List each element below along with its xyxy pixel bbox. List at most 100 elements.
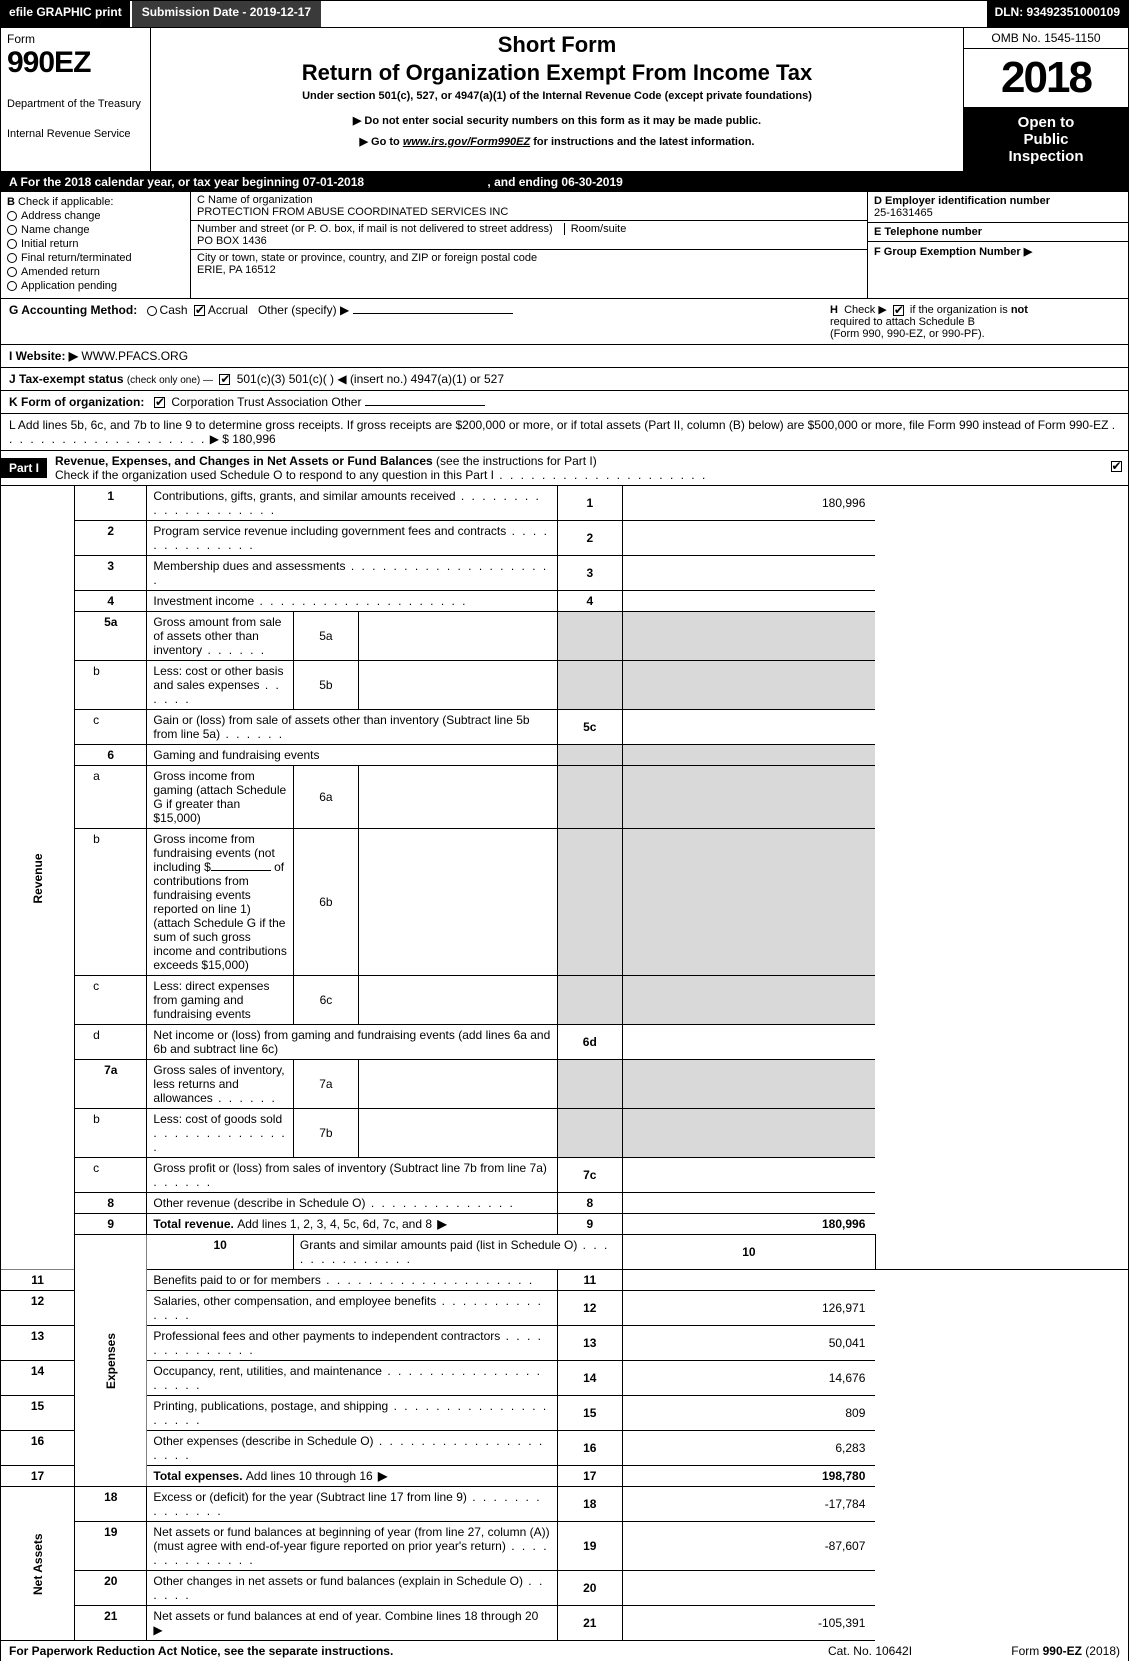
chk-name-change[interactable]: Name change (7, 224, 184, 236)
j-501c3-checkbox[interactable] (219, 374, 230, 385)
line-7a: 7a Gross sales of inventory, less return… (1, 1060, 1129, 1109)
circle-icon[interactable] (147, 306, 157, 316)
tax-year: 2018 (964, 49, 1128, 108)
open-line3: Inspection (968, 148, 1124, 165)
part1-check-line: Check if the organization used Schedule … (55, 468, 494, 482)
h-text4: (Form 990, 990-EZ, or 990-PF). (830, 328, 985, 340)
city-cell: City or town, state or province, country… (191, 250, 867, 278)
dept-irs: Internal Revenue Service (7, 128, 144, 140)
line-6c: c Less: direct expenses from gaming and … (1, 976, 1129, 1025)
submission-date: Submission Date - 2019-12-17 (130, 1, 323, 27)
revenue-side-label: Revenue (1, 486, 75, 1270)
under-section: Under section 501(c), 527, or 4947(a)(1)… (159, 90, 955, 102)
checkbox-accrual[interactable] (194, 305, 205, 316)
footer-left: For Paperwork Reduction Act Notice, see … (9, 1644, 800, 1658)
part1-instr: (see the instructions for Part I) (436, 454, 597, 468)
line-5a: 5a Gross amount from sale of assets othe… (1, 612, 1129, 661)
line-16: 16 Other expenses (describe in Schedule … (1, 1431, 1129, 1466)
period-end: , and ending 06-30-2019 (487, 175, 622, 189)
g-other-line[interactable] (353, 313, 513, 314)
part1-label: Part I (1, 458, 47, 478)
org-name-cell: C Name of organization PROTECTION FROM A… (191, 192, 867, 221)
row-g-h: G Accounting Method: Cash Accrual Other … (0, 299, 1129, 345)
line-15: 15 Printing, publications, postage, and … (1, 1396, 1129, 1431)
d-ein-cell: D Employer identification number 25-1631… (868, 192, 1128, 223)
part1-end-check (1104, 461, 1128, 475)
line-rn: 1 (557, 486, 622, 521)
chk-application-pending[interactable]: Application pending (7, 280, 184, 292)
part1-checkbox[interactable] (1111, 461, 1122, 472)
top-bar: efile GRAPHIC print Submission Date - 20… (0, 0, 1129, 28)
city: ERIE, PA 16512 (197, 264, 861, 276)
i-label: I Website: ▶ (9, 349, 78, 363)
h-check: H Check ▶ if the organization is not req… (820, 303, 1120, 340)
k-other-line[interactable] (365, 405, 485, 406)
k-corp-checkbox[interactable] (154, 397, 165, 408)
l-amount: 180,996 (232, 432, 275, 446)
header-center: Short Form Return of Organization Exempt… (151, 28, 963, 171)
line-6d: d Net income or (loss) from gaming and f… (1, 1025, 1129, 1060)
part1-dots (494, 468, 707, 482)
line-11: 11 Benefits paid to or for members 11 (1, 1270, 1129, 1291)
b-label: B (7, 196, 15, 208)
goto-link[interactable]: www.irs.gov/Form990EZ (403, 136, 530, 148)
line-desc: Contributions, gifts, grants, and simila… (147, 486, 557, 521)
room-label: Room/suite (564, 223, 627, 235)
ein: 25-1631465 (874, 207, 1122, 219)
j-label: J Tax-exempt status (9, 372, 124, 386)
section-b: B Check if applicable: Address change Na… (1, 192, 191, 298)
g-accounting: G Accounting Method: Cash Accrual Other … (9, 303, 820, 340)
short-form-title: Short Form (159, 32, 955, 58)
circle-icon (7, 239, 17, 249)
chk-address-change[interactable]: Address change (7, 210, 184, 222)
period-begin: A For the 2018 calendar year, or tax yea… (9, 175, 364, 189)
addr-label: Number and street (or P. O. box, if mail… (197, 223, 553, 235)
contrib-blank[interactable] (211, 870, 271, 871)
website-value[interactable]: WWW.PFACS.ORG (81, 349, 188, 363)
goto-instructions: ▶ Go to www.irs.gov/Form990EZ for instru… (159, 135, 955, 148)
part1-table: Revenue 1 Contributions, gifts, grants, … (0, 486, 1129, 1641)
chk-initial-return[interactable]: Initial return (7, 238, 184, 250)
omb-number: OMB No. 1545-1150 (964, 28, 1128, 49)
row-k: K Form of organization: Corporation Trus… (0, 391, 1129, 414)
section-def: D Employer identification number 25-1631… (868, 192, 1128, 298)
return-title: Return of Organization Exempt From Incom… (159, 60, 955, 86)
expenses-side-label: Expenses (75, 1235, 147, 1487)
f-label: F Group Exemption Number ▶ (874, 246, 1032, 258)
topbar-spacer (323, 1, 986, 27)
open-line2: Public (968, 131, 1124, 148)
h-text1: Check ▶ (844, 304, 887, 316)
line-18: Net Assets 18 Excess or (deficit) for th… (1, 1487, 1129, 1522)
l-text: L Add lines 5b, 6c, and 7b to line 9 to … (9, 418, 1108, 432)
g-accrual: Accrual (208, 303, 248, 317)
circle-icon (7, 225, 17, 235)
address-cell: Number and street (or P. O. box, if mail… (191, 221, 867, 250)
line-13: 13 Professional fees and other payments … (1, 1326, 1129, 1361)
line-num: 1 (75, 486, 147, 521)
org-name: PROTECTION FROM ABUSE COORDINATED SERVIC… (197, 206, 861, 218)
line-5c: c Gain or (loss) from sale of assets oth… (1, 710, 1129, 745)
header-left: Form 990EZ Department of the Treasury In… (1, 28, 151, 171)
goto-pre: ▶ Go to (360, 136, 403, 148)
line-num: 2 (75, 521, 147, 556)
line-20: 20 Other changes in net assets or fund b… (1, 1571, 1129, 1606)
chk-amended-return[interactable]: Amended return (7, 266, 184, 278)
line-6a: a Gross income from gaming (attach Sched… (1, 766, 1129, 829)
line-1: Revenue 1 Contributions, gifts, grants, … (1, 486, 1129, 521)
line-4: 4 Investment income 4 (1, 591, 1129, 612)
line-7b: b Less: cost of goods sold 7b (1, 1109, 1129, 1158)
section-c: C Name of organization PROTECTION FROM A… (191, 192, 868, 298)
h-checkbox[interactable] (893, 305, 904, 316)
circle-icon (7, 211, 17, 221)
goto-post: for instructions and the latest informat… (530, 136, 754, 148)
line-6b: b Gross income from fundraising events (… (1, 829, 1129, 976)
h-text3: required to attach Schedule B (830, 316, 975, 328)
print-link[interactable]: print (95, 5, 122, 19)
line-21: 21 Net assets or fund balances at end of… (1, 1606, 1129, 1641)
chk-final-return[interactable]: Final return/terminated (7, 252, 184, 264)
part1-header-row: Part I Revenue, Expenses, and Changes in… (0, 451, 1129, 486)
dept-treasury: Department of the Treasury (7, 98, 144, 110)
row-l: L Add lines 5b, 6c, and 7b to line 9 to … (0, 414, 1129, 451)
b-check-applicable: Check if applicable: (18, 196, 113, 208)
efile-label: efile GRAPHIC (9, 5, 92, 19)
